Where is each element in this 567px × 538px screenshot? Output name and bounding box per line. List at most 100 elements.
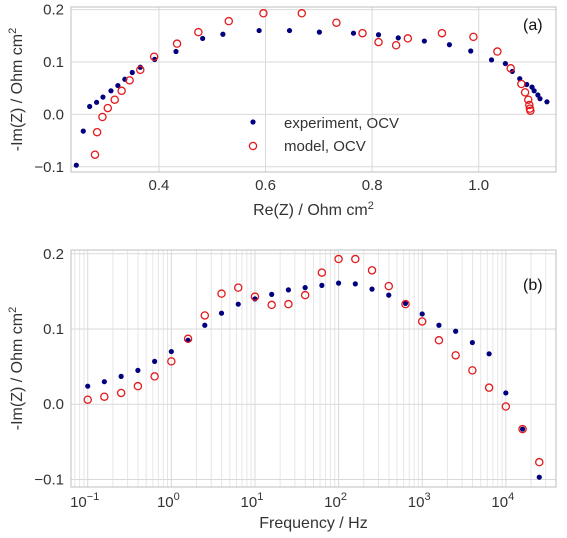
model-point	[300, 290, 310, 300]
experiment-point	[395, 35, 401, 41]
x-tick-label: 103	[408, 491, 431, 511]
experiment-point	[375, 32, 382, 38]
model-point	[217, 289, 226, 298]
experiment-point	[319, 282, 325, 288]
chart-b: 10−1 100 101 102 103 104 −0.1 0.0 0.1 0.2 (b) Fre…	[7, 246, 557, 532]
x-axis-label-superscript: 2	[368, 200, 374, 212]
x-axis-label: Re(Z) / Ohm cm2	[253, 200, 374, 219]
experiment-point	[386, 292, 392, 298]
model-point	[92, 127, 102, 137]
experiment-point	[80, 128, 86, 134]
experiment-point	[421, 38, 427, 44]
model-point	[200, 311, 210, 320]
experiment-point	[350, 30, 357, 36]
experiment-point	[173, 48, 179, 55]
model-point	[437, 28, 447, 38]
experiment-point	[352, 281, 358, 287]
experiment-point	[87, 103, 93, 110]
experiment-point	[503, 390, 509, 396]
experiment-point	[115, 82, 121, 89]
model-point	[526, 106, 535, 115]
experiment-point	[101, 379, 107, 385]
model-point	[535, 457, 544, 467]
model-point	[284, 299, 293, 309]
y-tick-label: 0.2	[43, 2, 64, 19]
grid	[71, 7, 556, 172]
x-tick-label: 0.8	[362, 177, 383, 194]
model-point	[525, 100, 534, 110]
experiment-point	[218, 310, 225, 316]
experiment-point	[256, 27, 262, 34]
experiment-point	[73, 162, 79, 168]
data-points	[83, 254, 544, 480]
model-point	[374, 37, 383, 47]
experiment-point	[220, 31, 226, 37]
experiment-point	[286, 27, 293, 34]
model-point	[367, 266, 377, 275]
model-point	[125, 76, 134, 85]
x-tick-label: 0.6	[255, 177, 276, 194]
model-point	[334, 254, 343, 264]
experiment-point	[269, 291, 275, 297]
experiment-point	[469, 339, 475, 346]
model-point	[520, 88, 530, 97]
x-tick-label: 102	[324, 491, 347, 511]
legend-model-label: model, OCV	[284, 138, 366, 155]
y-tick-label: 0.1	[43, 321, 64, 338]
model-point	[267, 300, 276, 310]
model-point	[518, 424, 527, 434]
model-point	[401, 299, 410, 309]
model-point	[403, 34, 413, 43]
experiment-point	[536, 474, 542, 480]
experiment-point	[488, 57, 495, 63]
plot-frame	[70, 6, 557, 173]
x-axis-label-text: Re(Z) / Ohm cm	[253, 202, 368, 219]
model-point	[150, 372, 159, 381]
x-tick-label: 101	[241, 491, 264, 511]
experiment-point	[85, 383, 91, 389]
experiment-point	[316, 29, 322, 35]
experiment-point	[93, 99, 100, 105]
model-point	[149, 52, 159, 62]
model-point	[133, 381, 143, 391]
x-tick-label: 10−1	[70, 491, 99, 511]
model-point	[103, 103, 113, 113]
model-point	[332, 18, 341, 27]
experiment-point	[468, 48, 474, 54]
legend-experiment-label: experiment, OCV	[284, 115, 399, 132]
x-tick-label: 100	[157, 491, 180, 511]
y-axis-label-text: -Im(Z) / Ohm cm	[9, 34, 26, 151]
data-points	[73, 9, 550, 168]
axis-ticks: 10−1 100 101 102 103 104 −0.1 0.0 0.1 0.2	[34, 246, 514, 511]
model-point	[250, 292, 260, 301]
y-tick-label: 0.2	[43, 246, 64, 263]
experiment-point	[419, 311, 425, 317]
legend: experiment, OCV model, OCV	[248, 115, 399, 155]
experiment-point	[302, 285, 308, 291]
model-point	[83, 395, 92, 404]
model-point	[517, 79, 526, 89]
model-point	[117, 86, 126, 96]
experiment-point	[369, 286, 375, 292]
model-point	[451, 351, 460, 360]
experiment-point	[100, 94, 106, 100]
experiment-point	[168, 348, 174, 355]
model-point	[468, 366, 477, 375]
model-point	[297, 9, 307, 18]
model-point	[136, 65, 145, 75]
model-point	[493, 47, 502, 56]
y-axis-label-superscript: 2	[7, 28, 19, 34]
panel-label: (b)	[523, 277, 543, 294]
experiment-point	[544, 99, 550, 105]
experiment-point	[135, 367, 141, 373]
model-point	[167, 357, 176, 366]
chart-a: 0.4 0.6 0.8 1.0 −0.1 0.0 0.1 0.2 (a) experiment…	[7, 2, 557, 219]
experiment-point	[402, 300, 409, 307]
model-point	[506, 64, 515, 73]
model-point	[233, 283, 243, 292]
y-tick-label: −0.1	[34, 471, 64, 488]
y-axis-label: -Im(Z) / Ohm cm2	[7, 28, 26, 151]
experiment-point	[486, 351, 492, 357]
experiment-point	[235, 301, 241, 307]
y-axis-label-text: -Im(Z) / Ohm cm	[9, 313, 26, 430]
